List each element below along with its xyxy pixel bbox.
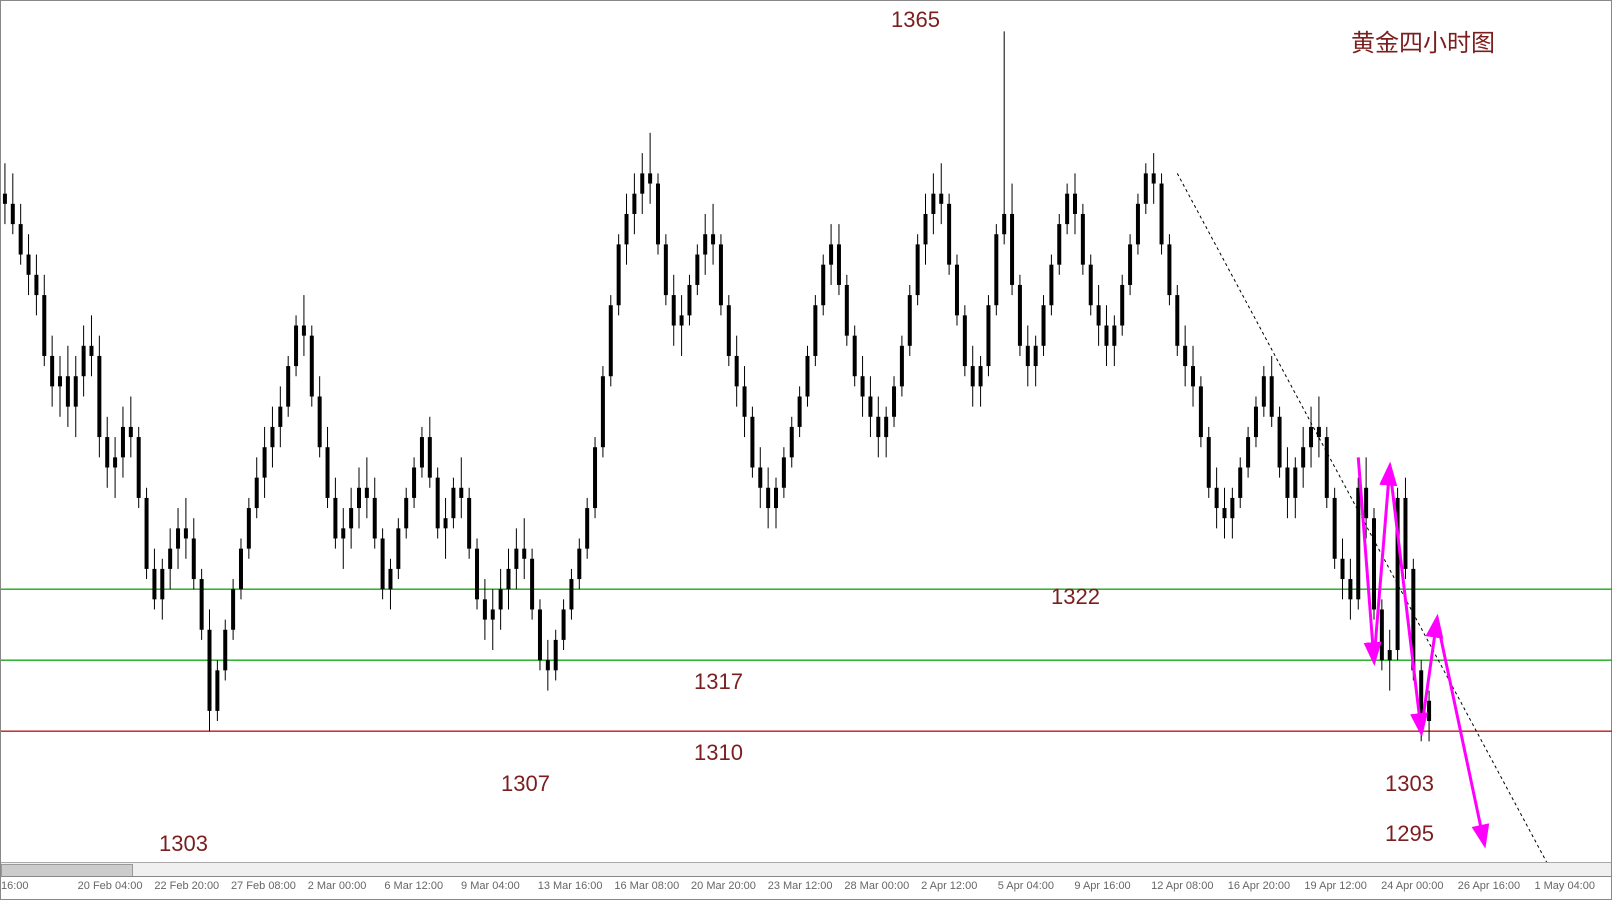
x-axis-label: 27 Feb 08:00 xyxy=(231,877,308,899)
x-axis-label: 20 Mar 20:00 xyxy=(691,877,768,899)
price-annotation: 1307 xyxy=(501,771,550,797)
x-axis-label: 16 Mar 08:00 xyxy=(614,877,691,899)
x-axis-label: 26 Apr 16:00 xyxy=(1458,877,1535,899)
x-axis-label: 6 Mar 12:00 xyxy=(384,877,461,899)
scrollbar-track[interactable] xyxy=(1,862,1611,877)
price-annotation: 1303 xyxy=(159,831,208,857)
x-axis-label: 9 Mar 04:00 xyxy=(461,877,538,899)
x-axis-label: 13 Mar 16:00 xyxy=(538,877,615,899)
x-axis-label: 20 Feb 04:00 xyxy=(78,877,155,899)
price-annotation: 1295 xyxy=(1385,821,1434,847)
x-axis-label: 9 Apr 16:00 xyxy=(1074,877,1151,899)
x-axis-label: 2 Apr 12:00 xyxy=(921,877,998,899)
price-chart[interactable] xyxy=(1,1,1612,863)
price-annotation: 1303 xyxy=(1385,771,1434,797)
chart-container: 黄金四小时图 13651303130713171310132213031295 … xyxy=(0,0,1612,900)
x-axis-label: 1 May 04:00 xyxy=(1534,877,1611,899)
x-axis-label: 24 Apr 00:00 xyxy=(1381,877,1458,899)
price-annotation: 1310 xyxy=(694,740,743,766)
x-axis-label: 28 Mar 00:00 xyxy=(844,877,921,899)
price-annotation: 1317 xyxy=(694,669,743,695)
x-axis-label: 19 Apr 12:00 xyxy=(1304,877,1381,899)
x-axis-label: 22 Feb 20:00 xyxy=(154,877,231,899)
x-axis-label: 2 Mar 00:00 xyxy=(308,877,385,899)
x-axis-label: 23 Mar 12:00 xyxy=(768,877,845,899)
price-annotation: 1322 xyxy=(1051,584,1100,610)
chart-title: 黄金四小时图 xyxy=(1351,23,1495,58)
x-axis-label: 5 Apr 04:00 xyxy=(998,877,1075,899)
price-annotation: 1365 xyxy=(891,7,940,33)
x-axis-label: 16:00 xyxy=(1,877,78,899)
x-axis: 16:0020 Feb 04:0022 Feb 20:0027 Feb 08:0… xyxy=(1,876,1611,899)
x-axis-label: 16 Apr 20:00 xyxy=(1228,877,1305,899)
x-axis-label: 12 Apr 08:00 xyxy=(1151,877,1228,899)
